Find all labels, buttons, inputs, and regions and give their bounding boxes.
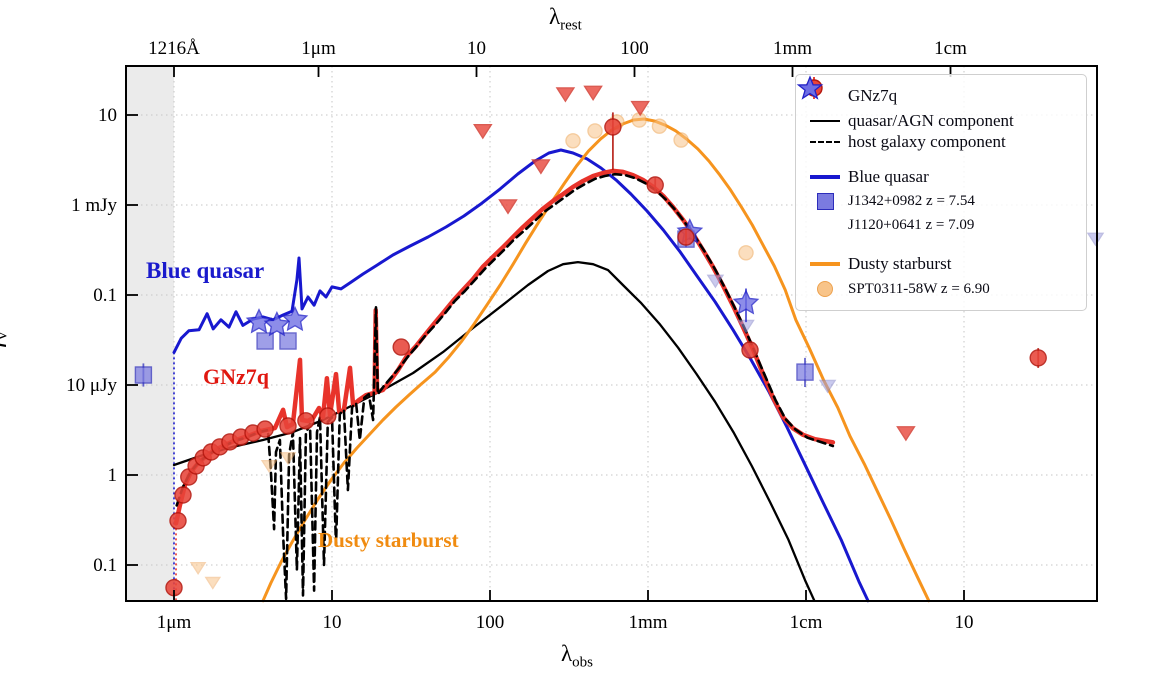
- blue-quasar-upper-limits-marker: [706, 274, 725, 289]
- x-tick-label: 1mm: [628, 612, 667, 633]
- annotation-dusty-starburst: Dusty starburst: [318, 528, 459, 552]
- gnz7q-sed-curve: [173, 168, 836, 526]
- j1120-photometry-marker: [281, 305, 309, 332]
- legend-row-agn: quasar/AGN component: [802, 110, 1078, 131]
- orange-circle-icon: [802, 281, 848, 297]
- annotation-gnz7q: GNz7q: [203, 364, 269, 389]
- lyman-break-shaded-band: [126, 66, 174, 601]
- j1120-photometry-marker: [732, 289, 760, 315]
- gnz7q-photometry-marker: [174, 486, 192, 504]
- y-tick-label: 10 μJy: [66, 375, 117, 396]
- black-dashed-line-icon: [802, 140, 848, 143]
- j1342-photometry-marker: [796, 363, 814, 381]
- x-axis-top-label: λrest: [549, 4, 582, 34]
- legend-label: GNz7q: [848, 86, 898, 105]
- blue-quasar-upper-limits-marker: [818, 379, 837, 394]
- gnz7q-upper-limits-marker: [531, 159, 551, 175]
- legend-label: J1120+0641 z = 7.09: [848, 217, 975, 233]
- legend: GNz7q quasar/AGN component host galaxy c…: [795, 74, 1087, 311]
- x-top-tick-label: 10: [467, 38, 486, 59]
- x-top-tick-label: 1216Å: [148, 38, 200, 59]
- gnz7q-upper-limits-marker: [583, 85, 603, 102]
- gnz7q-photometry-marker: [646, 176, 664, 194]
- j1120-photometry-marker: [245, 308, 273, 334]
- legend-row-blue-quasar: Blue quasar: [802, 165, 1078, 189]
- y-tick-label: 0.1: [93, 555, 117, 576]
- y-tick-label: 1 mJy: [71, 195, 117, 216]
- x-tick-label: 1cm: [790, 612, 823, 633]
- y-tick-label: 1: [108, 465, 118, 486]
- annotation-blue-quasar: Blue quasar: [146, 258, 265, 283]
- gnz7q-photometry-marker: [392, 338, 410, 356]
- gnz7q-photometry-marker: [279, 417, 297, 435]
- y-tick-label: 10: [98, 105, 117, 126]
- j1120-photometry-marker: [263, 311, 291, 337]
- j1342-photometry-marker: [279, 332, 297, 350]
- spt0311-photometry-marker: [651, 118, 668, 134]
- gnz7q-upper-limits-marker: [896, 426, 916, 442]
- x-axis-label: λobs: [561, 641, 593, 671]
- legend-spacer: [802, 152, 1078, 165]
- x-tick-label: 10: [323, 612, 342, 633]
- x-top-tick-label: 1mm: [773, 38, 812, 59]
- legend-spacer: [802, 238, 1078, 251]
- gnz7q-photometry-marker: [677, 228, 695, 246]
- y-axis-label: fν: [0, 332, 11, 347]
- legend-row-spt0311: SPT0311-58W z = 6.90: [802, 277, 1078, 301]
- legend-label: Dusty starburst: [848, 254, 952, 273]
- legend-row-gnz7q: GNz7q: [802, 77, 1078, 110]
- legend-label: Blue quasar: [848, 167, 929, 186]
- legend-row-dusty: Dusty starburst: [802, 251, 1078, 277]
- x-tick-label: 10: [955, 612, 974, 633]
- blue-quasar-upper-limits-marker: [1086, 232, 1105, 247]
- x-tick-label: 1μm: [157, 612, 192, 633]
- x-tick-label: 100: [476, 612, 505, 633]
- orange-line-icon: [802, 262, 848, 266]
- black-solid-line-icon: [802, 119, 848, 122]
- gnz7q-photometry-marker: [169, 512, 187, 530]
- blue-square-icon: [802, 192, 848, 210]
- spt0311-photometry-marker: [587, 123, 603, 139]
- spt0311-triangles-marker: [189, 562, 207, 576]
- legend-label: J1342+0982 z = 7.54: [848, 192, 975, 209]
- j1342-photometry-marker: [134, 366, 153, 384]
- host-galaxy-component-curve: [175, 172, 835, 601]
- x-top-tick-label: 100: [620, 38, 649, 59]
- gnz7q-photometry-marker: [604, 118, 622, 136]
- legend-row-j1342: J1342+0982 z = 7.54: [802, 189, 1078, 213]
- spt0311-photometry-marker: [565, 133, 581, 149]
- blue-line-icon: [802, 175, 848, 179]
- j1342-photometry-marker: [256, 332, 274, 350]
- axes-frame: [125, 65, 1098, 602]
- spt0311-triangles-marker: [279, 452, 297, 466]
- legend-label: SPT0311-58W z = 6.90: [848, 280, 990, 297]
- gnz7q-upper-limits-marker: [555, 87, 576, 103]
- blue-quasar-template-curve: [172, 148, 870, 603]
- gnz7q-photometry-marker: [297, 412, 315, 430]
- legend-row-j1120: J1120+0641 z = 7.09: [796, 75, 1078, 238]
- legend-label: host galaxy component: [848, 131, 1006, 151]
- spt0311-triangles-marker: [204, 576, 222, 590]
- spt0311-photometry-marker: [673, 132, 689, 148]
- dusty-starburst-template-curve: [261, 117, 931, 603]
- x-top-tick-label: 1μm: [301, 38, 336, 59]
- spt0311-photometry-marker: [631, 112, 647, 128]
- x-top-tick-label: 1cm: [934, 38, 967, 59]
- spt0311-triangles-marker: [260, 460, 278, 474]
- spt0311-photometry-marker: [738, 245, 754, 261]
- y-tick-label: 0.1: [93, 285, 117, 306]
- gnz7q-upper-limits-marker: [498, 199, 518, 215]
- gnz7q-photometry-marker: [1029, 349, 1047, 367]
- gnz7q-photometry-marker: [256, 420, 274, 438]
- gnz7q-upper-limits-marker: [473, 123, 493, 140]
- legend-row-host: host galaxy component: [802, 131, 1078, 152]
- legend-label: quasar/AGN component: [848, 110, 1014, 130]
- gnz7q-photometry-marker: [741, 341, 759, 359]
- gnz7q-upper-limits-marker: [630, 100, 650, 117]
- gnz7q-photometry-marker: [319, 407, 337, 425]
